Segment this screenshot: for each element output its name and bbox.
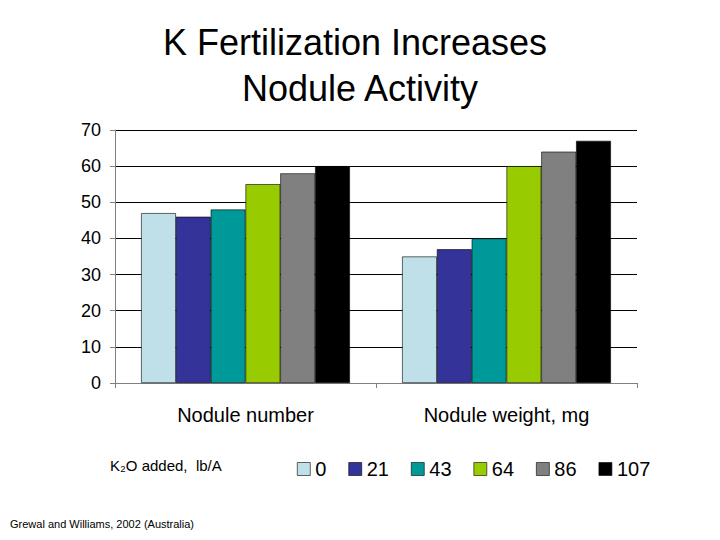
svg-text:64: 64 [492,458,514,480]
svg-text:30: 30 [81,265,101,285]
svg-text:21: 21 [367,458,389,480]
svg-text:Grewal and Williams, 2002 (Aus: Grewal and Williams, 2002 (Australia) [10,518,194,530]
svg-text:10: 10 [81,337,101,357]
svg-text:20: 20 [81,301,101,321]
svg-text:0: 0 [91,373,101,393]
svg-text:40: 40 [81,228,101,248]
svg-text:Nodule weight, mg: Nodule weight, mg [424,404,590,426]
svg-text:86: 86 [554,458,576,480]
svg-text:107: 107 [617,458,650,480]
svg-text:0: 0 [315,458,326,480]
svg-text:Nodule Activity: Nodule Activity [242,68,478,109]
svg-text:70: 70 [81,120,101,140]
svg-text:K₂O added, lb/A: K₂O added, lb/A [110,457,222,474]
svg-text:Nodule number: Nodule number [177,404,314,426]
svg-text:50: 50 [81,192,101,212]
svg-text:K Fertilization Increases: K Fertilization Increases [163,22,557,63]
svg-text:43: 43 [429,458,451,480]
svg-text:60: 60 [81,156,101,176]
